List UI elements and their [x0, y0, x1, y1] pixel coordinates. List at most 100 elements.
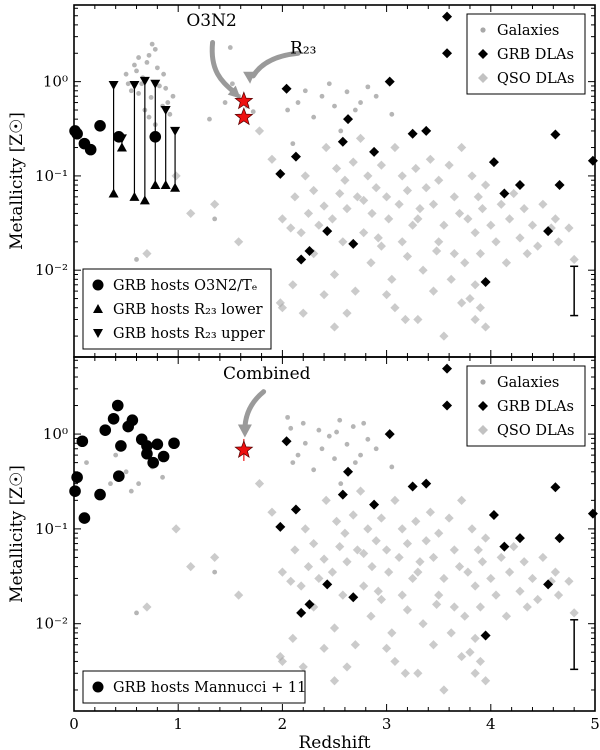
qso-dla-point [288, 280, 298, 290]
galaxy-point [148, 95, 154, 100]
y-axis-label: Metallicity [Z☉] [7, 465, 27, 603]
qso-dla-point [546, 223, 556, 233]
qso-dla-point [522, 248, 532, 259]
galaxy-point [146, 52, 152, 58]
grb-dla-point [442, 11, 453, 22]
galaxy-point [338, 128, 344, 134]
y-tick-label: 10⁰ [43, 425, 68, 443]
qso-dla-point [186, 208, 196, 219]
qso-dla-point [340, 528, 350, 538]
qso-dla-point [210, 552, 220, 563]
qso-dla-point [569, 254, 579, 265]
qso-dla-point [376, 241, 386, 251]
qso-dla-point [359, 228, 369, 238]
qso-dla-point [303, 208, 314, 219]
galaxy-point [389, 464, 395, 470]
r23-upper-marker [160, 106, 171, 116]
y-tick-label: 10⁻² [35, 261, 68, 279]
r23-lower-marker [139, 195, 150, 205]
legend-marker-r23-upper [93, 329, 103, 338]
qso-dla-point [564, 576, 574, 586]
r23-upper-marker [150, 79, 161, 89]
galaxy-point [207, 116, 212, 122]
qso-dla-point [425, 154, 435, 164]
qso-dla-point [449, 248, 459, 259]
qso-dla-point [550, 214, 561, 224]
qso-dla-point [329, 676, 340, 686]
qso-dla-point [171, 171, 181, 181]
r23-upper-marker [108, 81, 119, 91]
qso-dla-point [564, 223, 574, 233]
grb-host-point [151, 438, 164, 451]
qso-dla-point [277, 656, 287, 667]
y-tick-label: 10⁰ [43, 73, 68, 91]
grb-dla-point [543, 226, 554, 237]
galaxy-point [149, 41, 155, 47]
qso-dla-point [352, 545, 363, 555]
galaxy-point [332, 456, 337, 462]
qso-dla-point [350, 286, 360, 296]
galaxy-point [157, 83, 162, 89]
qso-dla-point [186, 562, 196, 572]
qso-dla-point [366, 258, 376, 268]
x-tick-label: 0 [69, 715, 79, 733]
qso-dla-point [496, 199, 506, 209]
qso-dla-point [303, 562, 314, 572]
r23-upper-marker [170, 126, 181, 136]
y-tick-label: 10⁻¹ [35, 167, 68, 185]
qso-dla-point [254, 126, 265, 136]
galaxy-point [344, 89, 350, 95]
qso-dla-point [470, 314, 480, 325]
galaxy-point [290, 460, 296, 466]
qso-dla-point [309, 185, 319, 196]
galaxy-point [134, 610, 139, 616]
grb-host-point [147, 456, 159, 469]
grb-dla-point [281, 83, 292, 94]
metallicity-star-marker [234, 91, 254, 110]
qso-dla-point [319, 201, 329, 211]
qso-dla-point [390, 303, 400, 313]
qso-dla-point [460, 258, 470, 268]
combined-arrow-head [237, 424, 252, 438]
galaxy-point [337, 417, 343, 423]
r23-upper-marker [139, 76, 150, 86]
grb-dla-point [407, 128, 418, 139]
qso-dla-point [329, 269, 340, 280]
qso-dla-point [373, 586, 383, 596]
qso-dla-point [538, 552, 548, 563]
qso-dla-point [290, 192, 300, 202]
galaxy-point [302, 88, 308, 94]
qso-dla-point [491, 590, 501, 600]
qso-dla-point [359, 581, 369, 591]
qso-dla-point [477, 204, 488, 214]
qso-dla-point [454, 562, 465, 572]
qso-dla-point [367, 208, 377, 219]
galaxy-point [373, 93, 379, 99]
qso-dla-point [480, 322, 491, 332]
galaxy-point [350, 424, 356, 429]
legend-marker-r23-lower [93, 304, 103, 313]
qso-dla-point [359, 548, 369, 559]
legend-marker-galaxies [480, 379, 486, 385]
qso-dla-point [376, 594, 386, 605]
qso-dla-point [473, 192, 483, 202]
qso-dla-point [446, 628, 456, 638]
galaxy-point [285, 107, 291, 113]
grb-dla-point [550, 482, 561, 493]
legend-label: GRB hosts R₂₃ lower [113, 302, 263, 318]
galaxy-point [358, 100, 363, 105]
qso-dla-point [382, 545, 392, 555]
qso-dla-point [434, 237, 444, 247]
qso-dla-point [434, 528, 444, 538]
galaxy-point [108, 481, 113, 487]
grb-host-point [107, 412, 120, 425]
qso-dla-point [434, 590, 444, 600]
grb-dla-point [587, 508, 598, 519]
qso-dla-point [486, 220, 496, 230]
qso-dla-point [480, 676, 491, 686]
annotation-label: R₂₃ [290, 38, 316, 58]
galaxy-point [295, 452, 301, 458]
qso-dla-point [171, 524, 181, 534]
qso-dla-point [342, 557, 352, 567]
galaxy-point [316, 427, 322, 433]
